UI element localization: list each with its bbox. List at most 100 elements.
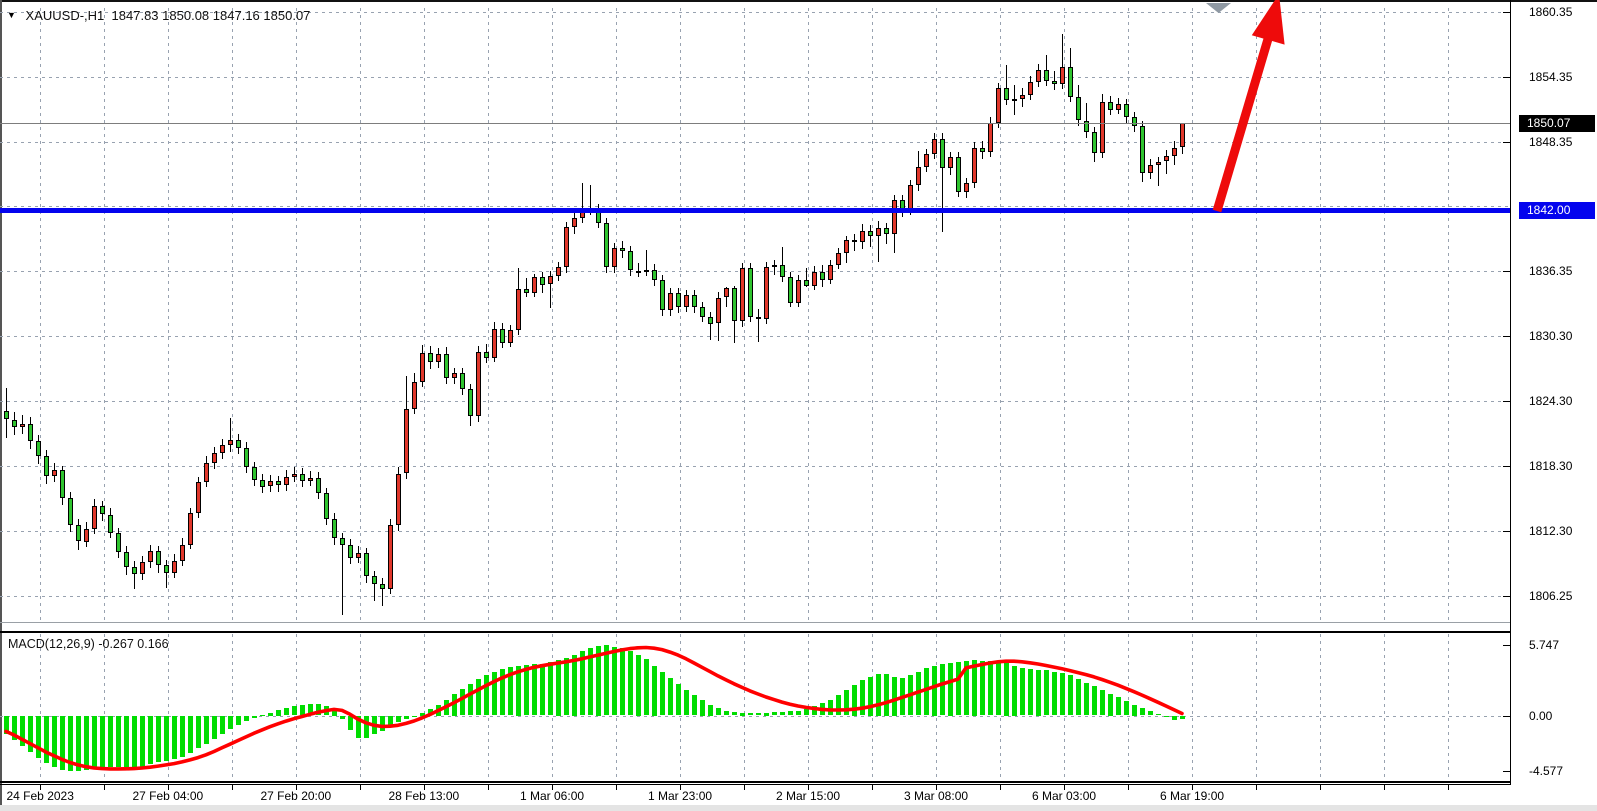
candle (972, 147, 977, 184)
macd-histogram-bar (1028, 669, 1033, 716)
candle (508, 329, 513, 343)
candle (628, 251, 633, 271)
candle (340, 538, 345, 545)
macd-histogram-bar (420, 712, 425, 716)
candle-wick (806, 268, 807, 287)
macd-histogram-bar (308, 704, 313, 716)
window-top-border (0, 0, 1597, 2)
price-axis-label: 1812.30 (1529, 524, 1573, 538)
vertical-gridline (1384, 634, 1385, 781)
candle-wick (758, 309, 759, 342)
macd-histogram-bar (1116, 697, 1121, 716)
time-axis-line (0, 784, 1511, 785)
candle (1164, 156, 1169, 162)
macd-histogram-bar (372, 715, 377, 735)
candle (828, 265, 833, 281)
macd-histogram-bar (868, 676, 873, 716)
macd-histogram-bar (316, 703, 321, 716)
candle (268, 481, 273, 487)
candle (100, 505, 105, 515)
macd-histogram-bar (244, 715, 249, 721)
vertical-gridline (40, 634, 41, 781)
candle (388, 525, 393, 589)
macd-histogram-bar (580, 650, 585, 716)
time-tick (1384, 785, 1385, 790)
vertical-gridline (1192, 634, 1193, 781)
macd-histogram-bar (1036, 669, 1041, 716)
candle (140, 562, 145, 574)
macd-histogram-bar (396, 715, 401, 723)
vertical-gridline (1256, 634, 1257, 781)
candle-wick (550, 270, 551, 309)
candle (956, 157, 961, 192)
macd-histogram-bar (1092, 686, 1097, 716)
time-tick (424, 785, 425, 790)
candle (780, 265, 785, 277)
candle (1116, 104, 1121, 110)
candle (276, 481, 281, 486)
macd-histogram-bar (332, 710, 337, 716)
macd-histogram-bar (1052, 671, 1057, 716)
candle (876, 228, 881, 236)
candle (1076, 96, 1081, 121)
time-tick (104, 785, 105, 790)
candle (228, 440, 233, 446)
macd-histogram-bar (260, 714, 265, 716)
macd-histogram-bar (60, 715, 65, 770)
macd-histogram-bar (948, 663, 953, 716)
vertical-gridline (424, 634, 425, 781)
candle (948, 157, 953, 168)
macd-histogram-bar (212, 715, 217, 739)
macd-histogram-bar (524, 664, 529, 716)
macd-histogram-bar (1084, 682, 1089, 716)
candle (148, 551, 153, 562)
price-axis-label: 1824.30 (1529, 394, 1573, 408)
candle (668, 293, 673, 311)
macd-histogram-bar (452, 693, 457, 716)
macd-zero-line (0, 716, 1510, 717)
macd-histogram-bar (780, 711, 785, 716)
candle (292, 473, 297, 477)
indicator-main-value: -0.267 (98, 637, 134, 651)
time-tick (680, 785, 681, 790)
horizontal-level-line[interactable] (0, 208, 1510, 213)
macd-histogram-bar (828, 699, 833, 716)
price-axis-label: 1860.35 (1529, 5, 1573, 19)
vertical-gridline (104, 8, 105, 620)
panel-divider[interactable] (0, 631, 1511, 633)
candle (908, 185, 913, 211)
candle (284, 476, 289, 486)
macd-histogram-bar (484, 675, 489, 716)
price-gridline (0, 466, 1510, 467)
macd-histogram-bar (900, 677, 905, 716)
collapse-icon[interactable]: ▼ (7, 10, 16, 20)
macd-histogram-bar (1140, 708, 1145, 716)
price-axis-label: 1806.25 (1529, 589, 1573, 603)
bottom-scroll-strip[interactable] (0, 805, 1597, 811)
macd-histogram-bar (748, 713, 753, 716)
candle (220, 445, 225, 453)
candle (420, 352, 425, 382)
macd-histogram-bar (788, 711, 793, 716)
macd-histogram-bar (708, 704, 713, 716)
candle (4, 410, 9, 420)
candle (1084, 120, 1089, 133)
macd-histogram-bar (980, 660, 985, 716)
candle (36, 441, 41, 457)
candle (316, 477, 321, 493)
macd-histogram-bar (324, 705, 329, 716)
trend-arrow[interactable] (1212, 0, 1285, 213)
price-tick (1503, 77, 1510, 78)
vertical-gridline (232, 634, 233, 781)
price-tick (1503, 142, 1510, 143)
price-axis-label: 1830.30 (1529, 329, 1573, 343)
chart-header: ▼ XAUUSD-,H1 1847.83 1850.08 1847.16 185… (7, 8, 310, 23)
vertical-gridline (360, 8, 361, 620)
candle (20, 423, 25, 427)
candle (1140, 125, 1145, 174)
candle-wick (878, 220, 879, 262)
macd-histogram-bar (556, 660, 561, 716)
macd-histogram-bar (156, 715, 161, 762)
macd-histogram-bar (388, 715, 393, 727)
candle (884, 228, 889, 234)
